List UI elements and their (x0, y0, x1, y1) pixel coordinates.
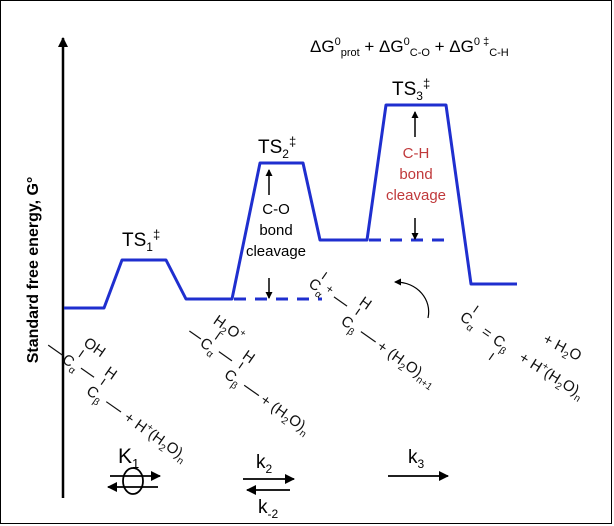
svg-text:OH: OH (80, 334, 108, 361)
svg-text:Cα: Cα (57, 351, 82, 377)
y-axis-label: Standard free energy, G° (25, 177, 42, 364)
species-alkene: Cα = Cβ (455, 305, 513, 361)
co-barrier-line2: bond (259, 222, 292, 239)
co-barrier-line3: cleavage (246, 243, 306, 260)
k1-equilibrium-arrows (107, 467, 161, 495)
svg-text:Cβ: Cβ (219, 366, 244, 392)
free-energy-equation: ΔG0prot + ΔG0C-O + ΔG0 ‡C-H (310, 36, 509, 59)
ts1-label: TS1‡ (122, 227, 160, 254)
svg-text:+ (H2O)n+1: + (H2O)n+1 (372, 338, 440, 394)
ts2-label: TS2‡ (258, 134, 296, 161)
k1-label: K1 (118, 445, 139, 471)
species-carbocation: Cα+ H Cβ + (H2O)n+1 (305, 271, 440, 394)
energy-profile-line (64, 103, 517, 310)
ch-barrier-line1: C-H (403, 145, 430, 162)
svg-text:Cβ: Cβ (488, 331, 513, 357)
k-2-label: k-2 (258, 497, 278, 521)
k2-label: k2 (256, 452, 273, 476)
proton-transfer-arrow (394, 278, 430, 319)
ch-barrier-line3: cleavage (386, 187, 446, 204)
svg-text:Cβ: Cβ (336, 312, 361, 338)
ch-barrier-line2: bond (399, 166, 432, 183)
species-protonated: H2O+ Cα H Cβ + (H2O)n (189, 311, 313, 440)
co-barrier-line1: C-O (262, 201, 290, 218)
k3-label: k3 (408, 447, 425, 471)
svg-text:Cα: Cα (455, 309, 480, 335)
ts3-label: TS3‡ (392, 76, 430, 103)
svg-text:Cβ: Cβ (81, 383, 106, 409)
svg-text:H2O+: H2O+ (208, 311, 248, 348)
svg-text:+ (H2O)n: + (H2O)n (255, 391, 313, 440)
